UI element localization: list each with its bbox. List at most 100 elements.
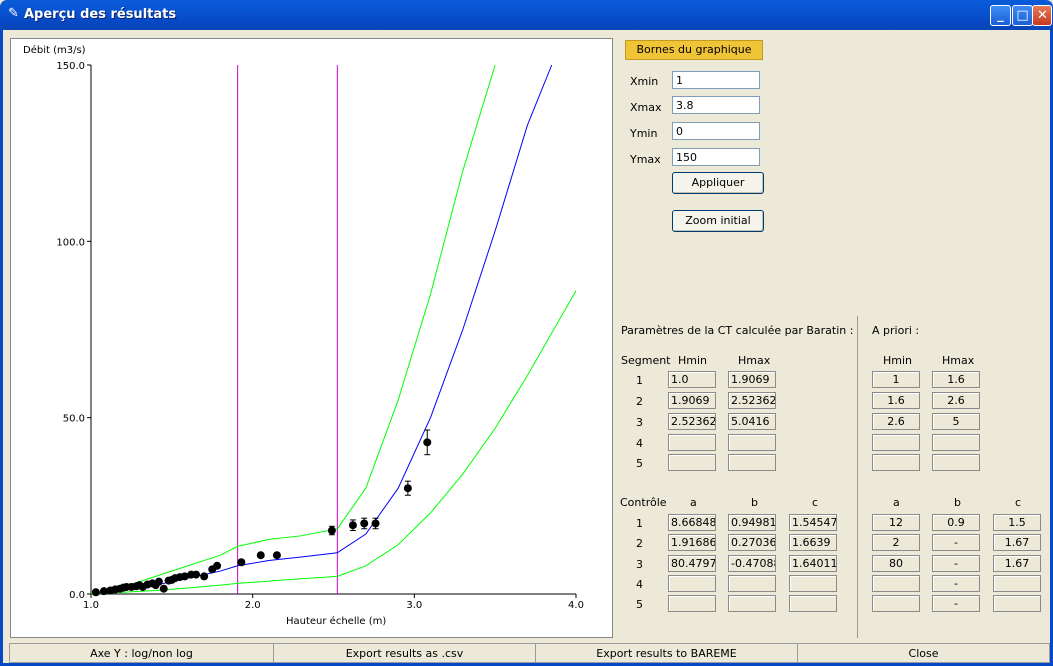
x-tick-label: 4.0 — [568, 600, 584, 611]
apriori-hmin-field[interactable]: 2.6 — [872, 413, 920, 430]
apriori-hmin-field[interactable] — [872, 434, 920, 451]
segment-hmin-field[interactable] — [668, 454, 716, 471]
gauging-point — [423, 438, 432, 447]
apriori-c-field[interactable]: 1.67 — [993, 534, 1041, 551]
control-c-field[interactable]: 1.64011 — [789, 555, 837, 572]
apriori-c-field[interactable] — [993, 575, 1041, 592]
apriori-b-field[interactable]: - — [932, 595, 980, 612]
ymin-label: Ymin — [630, 127, 658, 140]
apriori-hmin-header: Hmin — [883, 354, 913, 367]
chart-panel[interactable]: Débit (m3/s) Hauteur échelle (m) 1.0 2.0 3… — [10, 38, 613, 638]
close-window-button[interactable]: ✕ — [1032, 5, 1052, 26]
control-b-field[interactable] — [728, 575, 776, 592]
segment-hmax-field[interactable]: 5.0416 — [728, 413, 776, 430]
apriori-hmax-field[interactable]: 5 — [932, 413, 980, 430]
export-csv-button[interactable]: Export results as .csv — [273, 643, 536, 663]
title-bar[interactable]: ✎ Aperçu des résultats _ □ ✕ — [0, 0, 1053, 30]
gauging-point — [348, 521, 357, 530]
maximize-button[interactable]: □ — [1012, 5, 1033, 26]
gauging-point — [192, 570, 201, 579]
gauging-point — [180, 572, 189, 581]
ymax-label: Ymax — [630, 153, 661, 166]
window-title: Aperçu des résultats — [24, 7, 177, 22]
control-c-field[interactable] — [789, 595, 837, 612]
apriori-c-header: c — [1015, 496, 1022, 509]
segment-number: 2 — [636, 395, 643, 408]
segment-hmax-field[interactable] — [728, 454, 776, 471]
x-tick-label: 3.0 — [406, 600, 422, 611]
segment-hmax-field[interactable]: 1.9069 — [728, 371, 776, 388]
gauging-point — [99, 587, 108, 596]
hmin-header: Hmin — [678, 354, 708, 367]
apriori-b-field[interactable]: - — [932, 575, 980, 592]
apriori-hmax-field[interactable]: 1.6 — [932, 371, 980, 388]
control-a-field[interactable]: 80.4797 — [668, 555, 716, 572]
log-axis-toggle-button[interactable]: Axe Y : log/non log — [9, 643, 274, 663]
segment-hmin-field[interactable]: 1.9069 — [668, 392, 716, 409]
apriori-a-field[interactable]: 12 — [872, 514, 920, 531]
apriori-a-field[interactable]: 80 — [872, 555, 920, 572]
apriori-c-field[interactable] — [993, 595, 1041, 612]
control-c-field[interactable] — [789, 575, 837, 592]
control-number: 4 — [636, 578, 643, 591]
control-number: 2 — [636, 537, 643, 550]
control-b-field[interactable]: -0.470889 — [728, 555, 776, 572]
control-b-field[interactable] — [728, 595, 776, 612]
segment-number: 5 — [636, 457, 643, 470]
gauging-point — [91, 588, 100, 597]
gauging-point — [327, 526, 336, 535]
control-c-field[interactable]: 1.54547 — [789, 514, 837, 531]
segment-hmax-field[interactable] — [728, 434, 776, 451]
segment-hmax-field[interactable]: 2.52362 — [728, 392, 776, 409]
maximize-icon: □ — [1016, 8, 1029, 23]
segment-number: 3 — [636, 416, 643, 429]
apriori-hmin-field[interactable]: 1 — [872, 371, 920, 388]
segment-hmin-field[interactable]: 2.52362 — [668, 413, 716, 430]
ymin-input[interactable] — [672, 122, 760, 140]
zoom-initial-button[interactable]: Zoom initial — [672, 210, 764, 232]
close-button[interactable]: Close — [797, 643, 1050, 663]
control-number: 3 — [636, 558, 643, 571]
apriori-hmin-field[interactable] — [872, 454, 920, 471]
x-tick-label: 2.0 — [245, 600, 261, 611]
y-tick-label: 150.0 — [56, 61, 85, 72]
control-c-field[interactable]: 1.6639 — [789, 534, 837, 551]
control-number: 1 — [636, 517, 643, 530]
curve-line — [90, 64, 553, 594]
apriori-b-field[interactable]: - — [932, 555, 980, 572]
segment-header: Segment — [621, 354, 671, 367]
apriori-b-field[interactable]: 0.9 — [932, 514, 980, 531]
x-tick-label: 1.0 — [83, 600, 99, 611]
segment-hmin-field[interactable] — [668, 434, 716, 451]
apriori-hmax-field[interactable] — [932, 454, 980, 471]
minimize-button[interactable]: _ — [990, 5, 1011, 26]
control-a-field[interactable]: 8.66848 — [668, 514, 716, 531]
control-a-field[interactable] — [668, 595, 716, 612]
x-axis-label: Hauteur échelle (m) — [286, 615, 386, 627]
gauging-point — [272, 551, 281, 560]
apply-button[interactable]: Appliquer — [672, 172, 764, 194]
y-axis-label: Débit (m3/s) — [23, 44, 86, 56]
segment-hmin-field[interactable]: 1.0 — [668, 371, 716, 388]
control-b-field[interactable]: 0.949813 — [728, 514, 776, 531]
xmax-input[interactable] — [672, 96, 760, 114]
xmin-label: Xmin — [630, 75, 659, 88]
apriori-hmax-field[interactable] — [932, 434, 980, 451]
control-a-field[interactable]: 1.91686 — [668, 534, 716, 551]
apriori-c-field[interactable]: 1.5 — [993, 514, 1041, 531]
apriori-a-field[interactable] — [872, 575, 920, 592]
apriori-hmax-field[interactable]: 2.6 — [932, 392, 980, 409]
y-tick-label: 100.0 — [56, 237, 85, 248]
apriori-b-field[interactable]: - — [932, 534, 980, 551]
gauging-point — [213, 561, 222, 570]
apriori-a-field[interactable] — [872, 595, 920, 612]
apriori-a-field[interactable]: 2 — [872, 534, 920, 551]
a-header: a — [690, 496, 697, 509]
apriori-c-field[interactable]: 1.67 — [993, 555, 1041, 572]
control-b-field[interactable]: 0.270367 — [728, 534, 776, 551]
control-a-field[interactable] — [668, 575, 716, 592]
xmin-input[interactable] — [672, 71, 760, 89]
ymax-input[interactable] — [672, 148, 760, 166]
apriori-hmin-field[interactable]: 1.6 — [872, 392, 920, 409]
export-bareme-button[interactable]: Export results to BAREME — [535, 643, 798, 663]
